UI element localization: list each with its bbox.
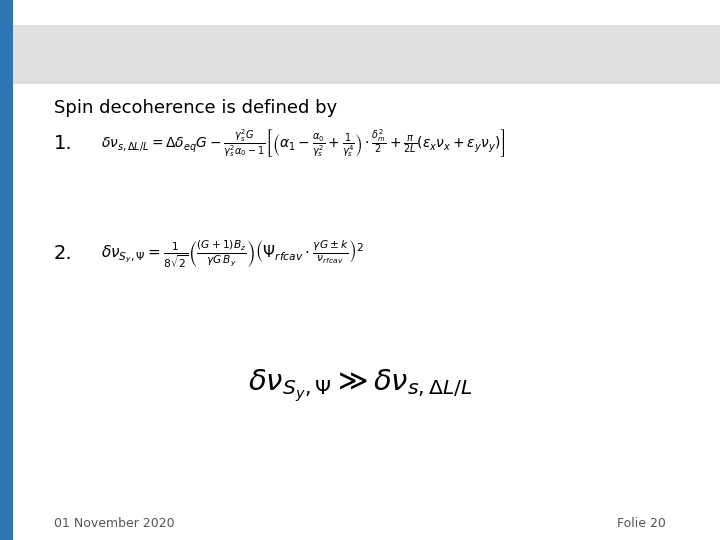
Wedge shape bbox=[563, 32, 588, 45]
Text: JÜLICH: JÜLICH bbox=[597, 25, 642, 40]
Text: 1.: 1. bbox=[54, 133, 73, 153]
Text: FORSCHUNGSZENTRUM: FORSCHUNGSZENTRUM bbox=[597, 44, 649, 48]
Text: 2.: 2. bbox=[54, 244, 73, 264]
Wedge shape bbox=[569, 40, 585, 48]
Text: Folie 20: Folie 20 bbox=[617, 517, 666, 530]
Text: $\delta\nu_{S_y,\Psi} \gg \delta\nu_{s,\Delta L/L}$: $\delta\nu_{S_y,\Psi} \gg \delta\nu_{s,\… bbox=[248, 368, 472, 404]
Text: $\delta\nu_{s,\Delta L/L} = \Delta\delta_{eq}G - \frac{\gamma_s^2 G}{\gamma_s^2\: $\delta\nu_{s,\Delta L/L} = \Delta\delta… bbox=[101, 127, 505, 159]
Text: Spin decoherence is defined by: Spin decoherence is defined by bbox=[54, 99, 337, 117]
Text: Spin decoherence in magnetostatic ring with RFB field: Spin decoherence in magnetostatic ring w… bbox=[38, 45, 682, 66]
Circle shape bbox=[558, 28, 595, 56]
Text: 01 November 2020: 01 November 2020 bbox=[54, 517, 175, 530]
Text: $\delta\nu_{S_y,\Psi} = \frac{1}{8\sqrt{2}}\left(\frac{(G+1)B_z}{\gamma G\,B_y}\: $\delta\nu_{S_y,\Psi} = \frac{1}{8\sqrt{… bbox=[101, 238, 364, 269]
Circle shape bbox=[573, 29, 579, 33]
